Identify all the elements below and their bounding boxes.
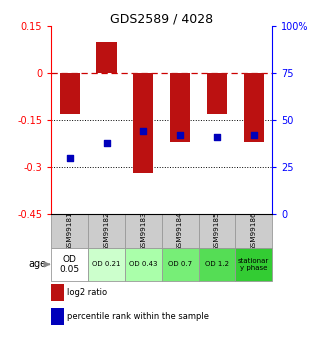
Bar bbox=[235, 248, 272, 281]
Bar bbox=[125, 214, 162, 248]
Bar bbox=[133, 73, 153, 173]
Text: GSM99182: GSM99182 bbox=[104, 211, 109, 250]
Text: log2 ratio: log2 ratio bbox=[67, 288, 107, 297]
Bar bbox=[125, 248, 162, 281]
Point bbox=[104, 140, 109, 145]
Bar bbox=[244, 73, 264, 142]
Bar bbox=[162, 248, 198, 281]
Bar bbox=[96, 41, 117, 73]
Text: GSM99183: GSM99183 bbox=[140, 211, 146, 250]
Point bbox=[214, 134, 219, 140]
Bar bbox=[235, 214, 272, 248]
Text: OD
0.05: OD 0.05 bbox=[60, 255, 80, 274]
Bar bbox=[162, 214, 198, 248]
Bar bbox=[198, 248, 235, 281]
Bar bbox=[60, 73, 80, 114]
Text: age: age bbox=[29, 259, 47, 269]
Text: GSM99181: GSM99181 bbox=[67, 211, 73, 250]
Text: GSM99186: GSM99186 bbox=[251, 211, 257, 250]
Title: GDS2589 / 4028: GDS2589 / 4028 bbox=[110, 13, 213, 26]
Bar bbox=[88, 248, 125, 281]
Bar bbox=[207, 73, 227, 114]
Point bbox=[251, 132, 256, 138]
Text: OD 1.2: OD 1.2 bbox=[205, 262, 229, 267]
Bar bbox=[51, 248, 88, 281]
Text: GSM99185: GSM99185 bbox=[214, 211, 220, 250]
Bar bbox=[51, 214, 88, 248]
Text: OD 0.7: OD 0.7 bbox=[168, 262, 192, 267]
Point bbox=[141, 128, 146, 134]
Text: OD 0.21: OD 0.21 bbox=[92, 262, 121, 267]
Text: GSM99184: GSM99184 bbox=[177, 211, 183, 250]
Bar bbox=[88, 214, 125, 248]
Bar bbox=[170, 73, 190, 142]
Point bbox=[67, 155, 72, 160]
Point bbox=[178, 132, 183, 138]
Text: stationar
y phase: stationar y phase bbox=[238, 258, 269, 271]
Text: percentile rank within the sample: percentile rank within the sample bbox=[67, 312, 209, 321]
Bar bbox=[198, 214, 235, 248]
Text: OD 0.43: OD 0.43 bbox=[129, 262, 158, 267]
